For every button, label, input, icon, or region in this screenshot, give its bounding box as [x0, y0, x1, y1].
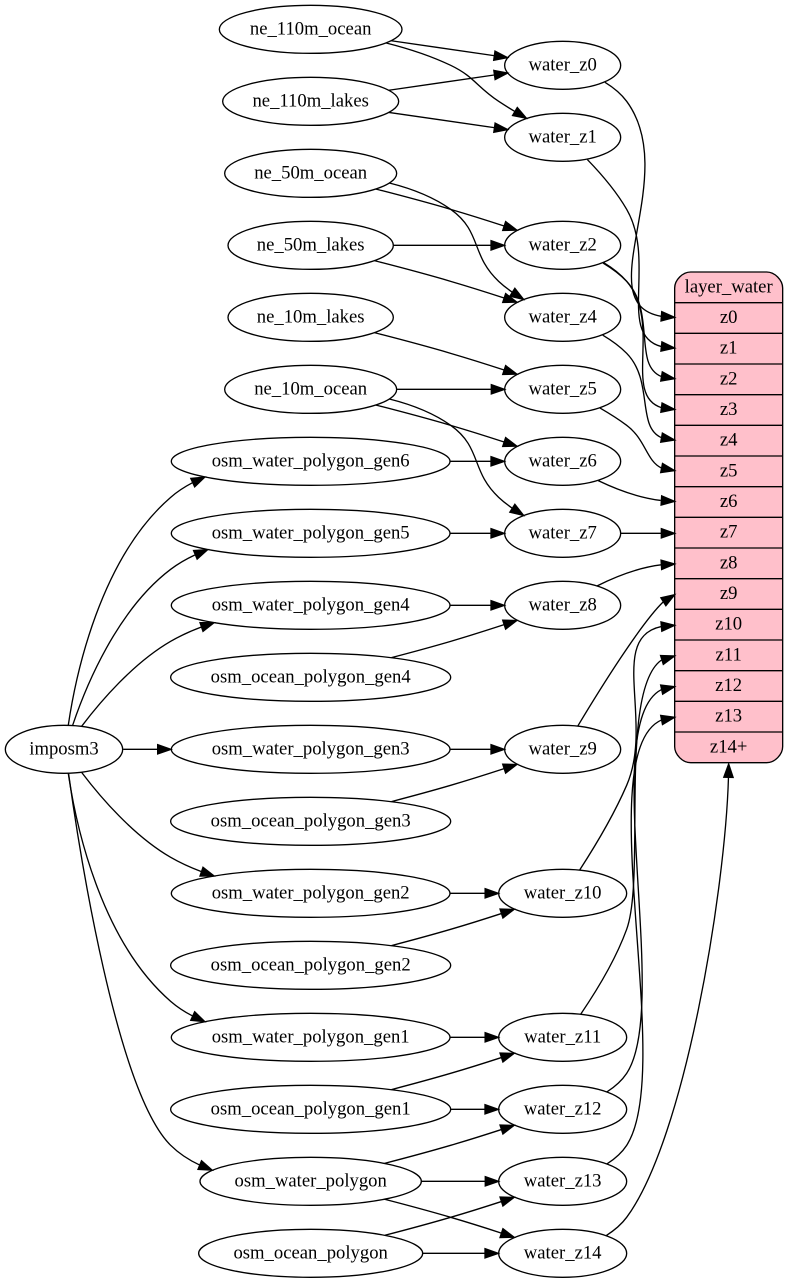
- svg-text:osm_water_polygon_gen2: osm_water_polygon_gen2: [212, 882, 410, 903]
- svg-text:water_z7: water_z7: [528, 522, 596, 543]
- svg-text:water_z13: water_z13: [524, 1170, 602, 1191]
- svg-text:water_z1: water_z1: [528, 126, 596, 147]
- svg-text:osm_ocean_polygon: osm_ocean_polygon: [233, 1242, 388, 1263]
- svg-text:osm_ocean_polygon_gen1: osm_ocean_polygon_gen1: [211, 1098, 411, 1119]
- svg-text:z6: z6: [720, 491, 738, 512]
- svg-text:imposm3: imposm3: [29, 738, 98, 759]
- svg-text:osm_ocean_polygon_gen3: osm_ocean_polygon_gen3: [211, 810, 411, 831]
- svg-text:water_z8: water_z8: [528, 594, 596, 615]
- svg-text:water_z10: water_z10: [524, 882, 602, 903]
- svg-text:z14+: z14+: [710, 736, 747, 757]
- svg-text:osm_water_polygon_gen4: osm_water_polygon_gen4: [212, 594, 411, 615]
- svg-text:water_z6: water_z6: [528, 450, 596, 471]
- svg-text:z13: z13: [715, 706, 742, 727]
- svg-text:z9: z9: [720, 583, 738, 604]
- svg-text:osm_water_polygon_gen5: osm_water_polygon_gen5: [212, 522, 410, 543]
- svg-text:water_z0: water_z0: [528, 54, 596, 75]
- svg-text:ne_10m_lakes: ne_10m_lakes: [257, 306, 365, 327]
- svg-text:z4: z4: [720, 430, 738, 451]
- svg-text:osm_ocean_polygon_gen4: osm_ocean_polygon_gen4: [211, 666, 412, 687]
- svg-text:water_z5: water_z5: [528, 378, 596, 399]
- svg-text:z5: z5: [720, 460, 738, 481]
- svg-text:water_z12: water_z12: [524, 1098, 602, 1119]
- svg-text:ne_10m_ocean: ne_10m_ocean: [254, 378, 368, 399]
- svg-text:z12: z12: [715, 675, 742, 696]
- svg-text:ne_50m_lakes: ne_50m_lakes: [257, 234, 365, 255]
- svg-text:water_z2: water_z2: [528, 234, 596, 255]
- svg-text:z10: z10: [715, 614, 742, 635]
- svg-text:layer_water: layer_water: [685, 276, 774, 297]
- svg-text:osm_water_polygon_gen6: osm_water_polygon_gen6: [212, 450, 410, 471]
- svg-text:z7: z7: [720, 522, 738, 543]
- svg-text:water_z11: water_z11: [524, 1026, 601, 1047]
- svg-text:z3: z3: [720, 399, 738, 420]
- svg-text:z0: z0: [720, 307, 738, 328]
- svg-text:osm_water_polygon_gen3: osm_water_polygon_gen3: [212, 738, 410, 759]
- svg-text:ne_110m_ocean: ne_110m_ocean: [250, 18, 372, 39]
- svg-text:z1: z1: [720, 338, 738, 359]
- svg-text:ne_50m_ocean: ne_50m_ocean: [254, 162, 368, 183]
- svg-text:z11: z11: [716, 644, 742, 665]
- svg-text:osm_water_polygon_gen1: osm_water_polygon_gen1: [212, 1026, 410, 1047]
- svg-text:water_z14: water_z14: [524, 1242, 602, 1263]
- svg-text:ne_110m_lakes: ne_110m_lakes: [252, 90, 368, 111]
- svg-text:water_z4: water_z4: [528, 306, 597, 327]
- svg-text:z8: z8: [720, 552, 738, 573]
- svg-text:osm_ocean_polygon_gen2: osm_ocean_polygon_gen2: [211, 954, 411, 975]
- svg-text:osm_water_polygon: osm_water_polygon: [234, 1170, 387, 1191]
- svg-text:z2: z2: [720, 368, 738, 389]
- svg-text:water_z9: water_z9: [528, 738, 596, 759]
